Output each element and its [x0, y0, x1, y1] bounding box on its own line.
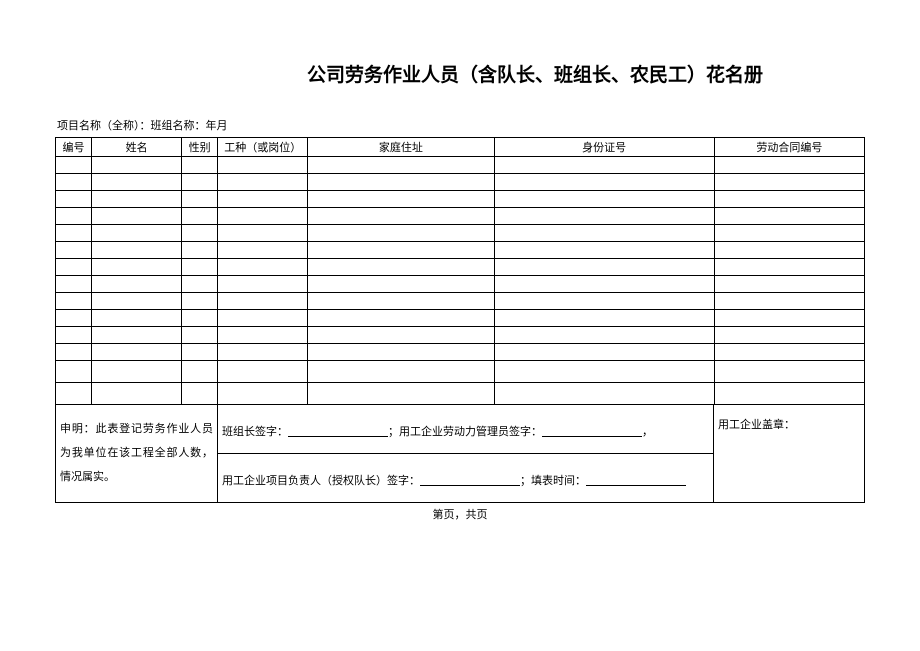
- page-title: 公司劳务作业人员（含队长、班组长、农民工）花名册: [55, 60, 865, 87]
- signature-row-1: 班组长签字： ；用工企业劳动力管理员签字： ，: [218, 405, 713, 454]
- table-row: [56, 276, 865, 293]
- sig-underline: [420, 474, 520, 486]
- header-id: 身份证号: [494, 138, 714, 157]
- table-row: [56, 242, 865, 259]
- table-header-row: 编号 姓名 性别 工种（或岗位） 家庭住址 身份证号 劳动合同编号: [56, 138, 865, 157]
- document-container: 公司劳务作业人员（含队长、班组长、农民工）花名册 项目名称（全称）：班组名称：年…: [0, 0, 920, 522]
- header-gender: 性别: [182, 138, 218, 157]
- signature-row-2: 用工企业项目负责人（授权队长）签字： ；填表时间：: [218, 454, 713, 502]
- sig-label-2b: ；填表时间：: [520, 472, 586, 488]
- footer-section: 申明：此表登记劳务作业人员为我单位在该工程全部人数，情况属实。 班组长签字： ；…: [55, 405, 865, 503]
- sig-underline: [288, 425, 388, 437]
- sig-label-1a: 班组长签字：: [222, 423, 288, 439]
- sig-label-1c: ，: [642, 423, 653, 439]
- table-row: [56, 293, 865, 310]
- table-row: [56, 327, 865, 344]
- roster-table: 编号 姓名 性别 工种（或岗位） 家庭住址 身份证号 劳动合同编号: [55, 137, 865, 405]
- table-row: [56, 157, 865, 174]
- header-name: 姓名: [92, 138, 182, 157]
- table-row: [56, 259, 865, 276]
- header-num: 编号: [56, 138, 92, 157]
- header-address: 家庭住址: [308, 138, 494, 157]
- table-row: [56, 383, 865, 405]
- table-row: [56, 174, 865, 191]
- stamp-cell: 用工企业盖章：: [714, 405, 864, 502]
- header-job: 工种（或岗位）: [218, 138, 308, 157]
- declaration-cell: 申明：此表登记劳务作业人员为我单位在该工程全部人数，情况属实。: [56, 405, 218, 502]
- table-row: [56, 344, 865, 361]
- sig-label-2a: 用工企业项目负责人（授权队长）签字：: [222, 472, 420, 488]
- table-row: [56, 310, 865, 327]
- page-info: 第页，共页: [55, 506, 865, 522]
- subtitle-line: 项目名称（全称）：班组名称：年月: [55, 117, 865, 133]
- sig-underline: [542, 425, 642, 437]
- header-contract: 劳动合同编号: [714, 138, 864, 157]
- table-row: [56, 208, 865, 225]
- table-row: [56, 225, 865, 242]
- table-row: [56, 361, 865, 383]
- table-row: [56, 191, 865, 208]
- sig-label-1b: ；用工企业劳动力管理员签字：: [388, 423, 542, 439]
- sig-underline: [586, 474, 686, 486]
- signature-cell: 班组长签字： ；用工企业劳动力管理员签字： ， 用工企业项目负责人（授权队长）签…: [218, 405, 714, 502]
